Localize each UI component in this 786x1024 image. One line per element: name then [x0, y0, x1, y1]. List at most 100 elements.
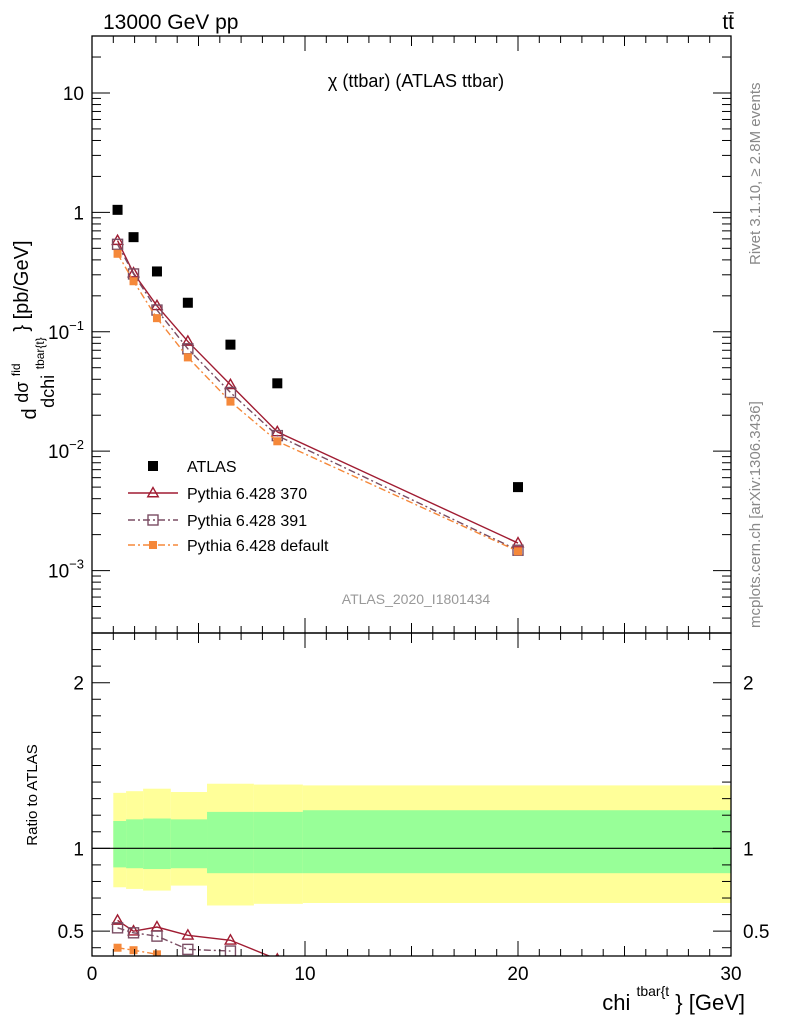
main-y-tick-label-exp: −2 [69, 437, 84, 452]
x-tick-label: 10 [294, 964, 315, 985]
main-plot-title: χ (ttbar) (ATLAS ttbar) [328, 71, 504, 91]
ratio-data-point [111, 922, 124, 934]
main-y-axis-label: d dσ fid dchi tbar{t} } [pb/GeV] [3, 241, 59, 420]
stat-uncertainty-band [113, 821, 127, 868]
data-point [226, 397, 235, 406]
header-process-label: 13000 GeV pp [103, 11, 238, 34]
ratio-series-pythia-6-428-default [113, 943, 161, 956]
ratio-data-point [275, 952, 280, 956]
series-line [116, 243, 519, 551]
legend-label: Pythia 6.428 370 [187, 486, 307, 503]
main-y-tick-label: 10−2 [48, 437, 84, 463]
data-point [181, 334, 195, 346]
rivet-version-label: Rivet 3.1.10, ≥ 2.8M events [747, 83, 764, 266]
stat-uncertainty-band [302, 810, 731, 874]
ratio-axes: 0.5 0.51 12 20 10 20 30 [58, 633, 769, 985]
stat-uncertainty-band [143, 818, 171, 870]
ylabel-fid: fid [9, 363, 23, 376]
mcplots-label: mcplots.cern.ch [arXiv:1306.3436] [747, 401, 764, 628]
ratio-data-point [113, 943, 122, 952]
series-line [116, 253, 519, 552]
ratio-y-tick-label-right: 0.5 [743, 922, 769, 943]
ratio-data-point [111, 913, 125, 925]
ratio-y-tick-label-right: 2 [743, 674, 754, 695]
main-y-tick-label-base: 10 [48, 442, 69, 463]
ratio-series-pythia-6-428-391 [111, 922, 237, 956]
data-point [129, 277, 138, 286]
ratio-marks [92, 783, 731, 956]
main-y-tick-label: 10−1 [48, 318, 84, 344]
ratio-data-point [182, 943, 194, 956]
data-point [151, 266, 162, 277]
legend-marker [149, 541, 157, 549]
ratio-data-point [127, 927, 140, 939]
main-y-tick-label-base: 10 [48, 323, 69, 344]
ratio-data-point [224, 945, 237, 956]
ratio-data-point [181, 928, 195, 940]
ratio-data-point [150, 920, 164, 932]
data-point [127, 266, 140, 278]
ratio-panel-frame [91, 632, 732, 957]
xlabel-base: chi [602, 990, 630, 1015]
series-pythia-6-428-default [113, 249, 522, 556]
series-line [116, 240, 519, 544]
data-point [272, 378, 283, 389]
data-point [513, 482, 523, 493]
data-point [183, 353, 192, 362]
main-y-tick-label-exp: −3 [69, 557, 84, 572]
ratio-data-point [223, 933, 237, 945]
legend-marker [146, 486, 160, 498]
x-tick-label: 30 [720, 964, 741, 985]
x-tick-label: 0 [87, 964, 98, 985]
x-axis-label: chi tbar{t } [GeV] [602, 976, 745, 1015]
ylabel-dchi-sup: tbar{t} [33, 337, 47, 369]
main-y-tick-label-base: 10 [48, 562, 69, 583]
legend-label: Pythia 6.428 default [187, 538, 329, 555]
data-point [128, 232, 139, 243]
legend: ATLAS Pythia 6.428 370 Pythia 6.428 391 Pyt… [128, 459, 329, 555]
data-point [113, 249, 122, 258]
xlabel-sup: tbar{t [636, 983, 669, 999]
data-point [273, 437, 282, 446]
ylabel-dchi: dchi [38, 375, 58, 408]
x-tick-label: 20 [507, 964, 528, 985]
ratio-y-tick-label: 2 [73, 674, 84, 695]
data-point [182, 297, 193, 308]
legend-label: ATLAS [187, 459, 237, 476]
data-point [111, 238, 124, 251]
ylabel-d: d [19, 408, 41, 419]
main-marks [111, 204, 525, 556]
data-point [511, 536, 525, 548]
data-point [112, 204, 123, 215]
ratio-series-line [117, 919, 272, 956]
series-pythia-6-428-370 [111, 233, 525, 548]
stat-uncertainty-band [207, 811, 254, 874]
ratio-data-point [129, 946, 138, 955]
data-point [225, 339, 236, 350]
ratio-y-tick-label: 0.5 [58, 922, 84, 943]
svg-text:d dσ fid: d dσ fid dchi tbar{t} } [pb/GeV] [3, 241, 59, 420]
data-point [514, 547, 522, 556]
ylabel-unit: } [pb/GeV] [11, 241, 33, 332]
legend-marker [148, 461, 158, 471]
ratio-y-axis-label: Ratio to ATLAS [24, 744, 41, 845]
ratio-panel: 0.5 0.51 12 20 10 20 30 Ratio to ATLAS chi tba… [24, 632, 769, 1015]
stat-uncertainty-band [170, 819, 208, 869]
ratio-data-point [151, 930, 163, 942]
ratio-data-point [127, 924, 140, 936]
data-point [152, 314, 161, 323]
stat-uncertainty-band [126, 819, 144, 869]
main-y-tick-label-exp: −1 [69, 318, 84, 333]
ratio-y-tick-label: 1 [73, 839, 84, 860]
ratio-data-point [152, 950, 161, 956]
ylabel-dsigma: dσ [12, 382, 32, 403]
main-y-tick-label: 10−3 [48, 557, 84, 583]
analysis-watermark: ATLAS_2020_I1801434 [342, 591, 491, 607]
data-point [224, 386, 237, 399]
legend-label: Pythia 6.428 391 [187, 513, 307, 530]
series-pythia-6-428-391 [111, 238, 524, 556]
main-y-tick-label: 10 [63, 84, 84, 105]
xlabel-unit: } [GeV] [675, 990, 745, 1015]
